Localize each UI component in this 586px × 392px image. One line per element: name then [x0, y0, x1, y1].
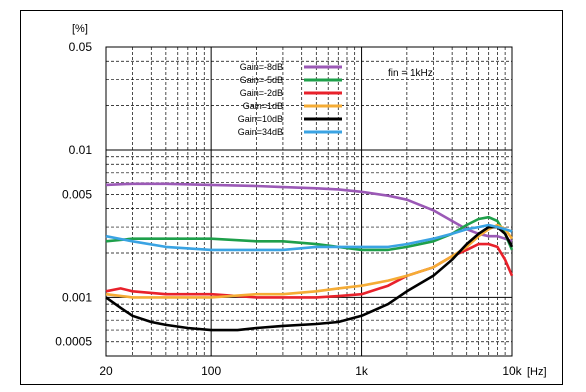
chart-frame	[20, 10, 563, 385]
legend-label: Gain=-5dB	[240, 75, 283, 85]
series-line-4	[105, 223, 514, 299]
x-tick-label: 100	[201, 364, 221, 378]
series-line-1	[105, 182, 513, 243]
series-line-5	[105, 225, 514, 332]
legend-label: Gain=1dB	[243, 101, 283, 111]
x-unit-label: [Hz]	[527, 366, 547, 378]
series-line-6	[105, 223, 513, 252]
y-tick-label: 0.0005	[55, 335, 92, 349]
y-tick-label: 0.05	[69, 40, 93, 54]
legend-label: Gain=34dB	[238, 127, 283, 137]
legend-label: Gain=-8dB	[240, 62, 283, 72]
x-tick-label: 20	[99, 364, 113, 378]
series-line-3	[105, 242, 514, 299]
y-tick-label: 0.001	[62, 290, 92, 304]
x-tick-label: 1k	[355, 364, 369, 378]
y-unit-label: [%]	[72, 23, 88, 35]
annotation-text: fin = 1kHz	[388, 68, 433, 79]
y-tick-label: 0.005	[62, 187, 92, 201]
legend-label: Gain=-2dB	[240, 88, 283, 98]
plot-border	[105, 46, 513, 357]
series-line-2	[105, 215, 514, 252]
x-tick-label: 10k	[502, 364, 522, 378]
y-tick-label: 0.01	[69, 143, 93, 157]
legend-label: Gain=10dB	[238, 114, 283, 124]
